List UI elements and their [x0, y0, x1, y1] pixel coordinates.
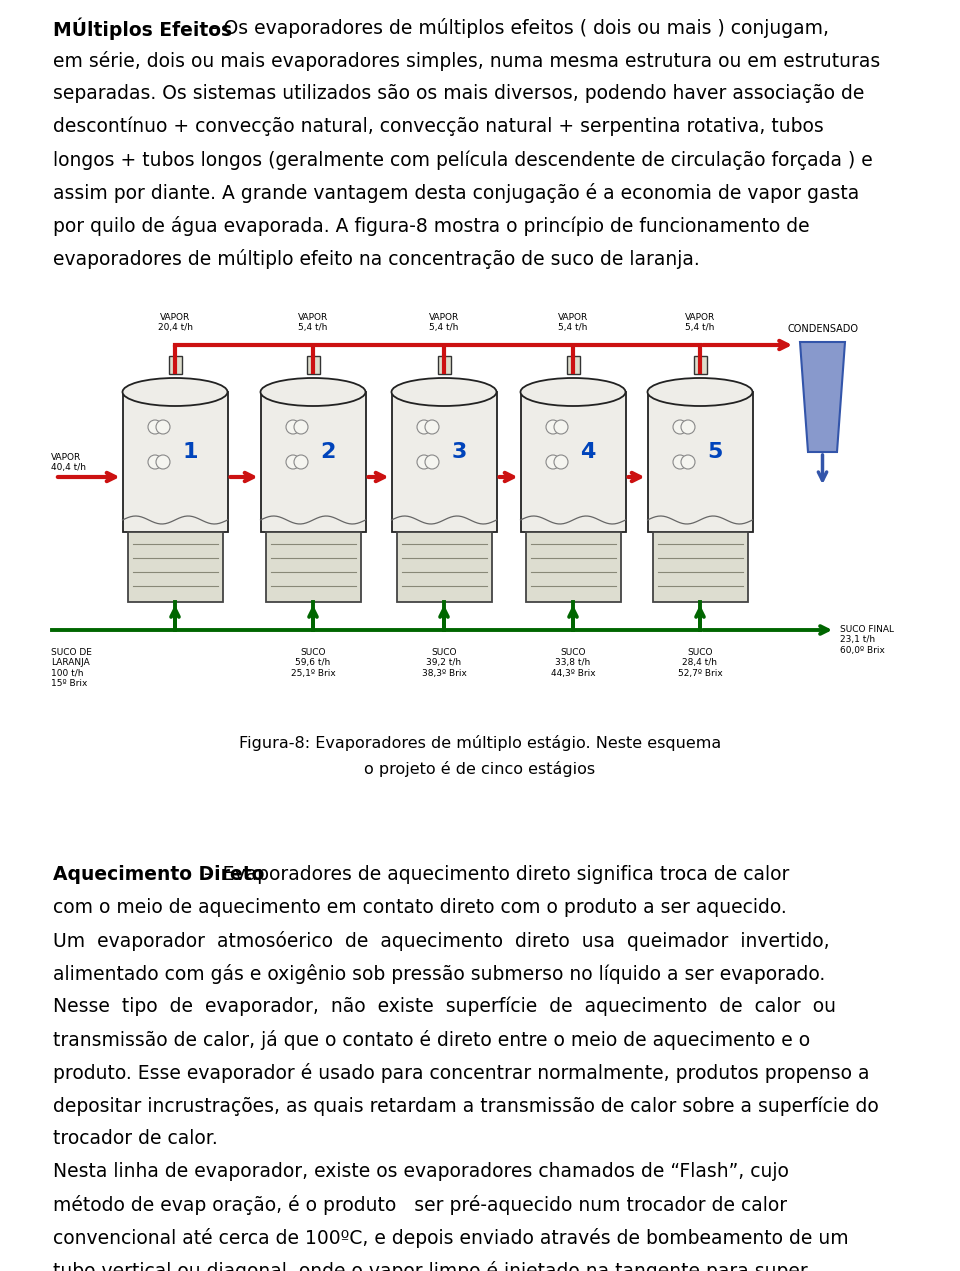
Bar: [566, 356, 580, 374]
Text: VAPOR
5,4 t/h: VAPOR 5,4 t/h: [684, 313, 715, 332]
Circle shape: [546, 455, 560, 469]
Text: 2: 2: [321, 442, 336, 461]
Circle shape: [417, 455, 431, 469]
Text: SUCO
59,6 t/h
25,1º Brix: SUCO 59,6 t/h 25,1º Brix: [291, 648, 335, 677]
Text: o projeto é de cinco estágios: o projeto é de cinco estágios: [365, 761, 595, 777]
Text: por quilo de água evaporada. A figura-8 mostra o princípio de funcionamento de: por quilo de água evaporada. A figura-8 …: [53, 216, 809, 236]
Ellipse shape: [123, 377, 228, 405]
Circle shape: [554, 419, 568, 433]
Text: -  Evaporadores de aquecimento direto significa troca de calor: - Evaporadores de aquecimento direto sig…: [198, 866, 789, 885]
Text: trocador de calor.: trocador de calor.: [53, 1129, 218, 1148]
Bar: [520, 391, 626, 533]
Text: SUCO
33,8 t/h
44,3º Brix: SUCO 33,8 t/h 44,3º Brix: [551, 648, 595, 677]
Text: Nesse  tipo  de  evaporador,  não  existe  superfície  de  aquecimento  de  calo: Nesse tipo de evaporador, não existe sup…: [53, 996, 836, 1017]
Text: produto. Esse evaporador é usado para concentrar normalmente, produtos propenso : produto. Esse evaporador é usado para co…: [53, 1063, 870, 1083]
Text: VAPOR
5,4 t/h: VAPOR 5,4 t/h: [298, 313, 328, 332]
Text: MÚltiplos Efeitos: MÚltiplos Efeitos: [53, 18, 232, 41]
Text: VAPOR
20,4 t/h: VAPOR 20,4 t/h: [157, 313, 193, 332]
Bar: [169, 356, 181, 374]
Text: depositar incrustrações, as quais retardam a transmissão de calor sobre a superf: depositar incrustrações, as quais retard…: [53, 1096, 878, 1116]
Text: VAPOR
5,4 t/h: VAPOR 5,4 t/h: [558, 313, 588, 332]
Text: 1: 1: [182, 442, 198, 461]
Text: CONDENSADO: CONDENSADO: [787, 324, 858, 334]
Ellipse shape: [520, 377, 626, 405]
Circle shape: [148, 455, 162, 469]
Text: 4: 4: [580, 442, 596, 461]
Circle shape: [156, 419, 170, 433]
Bar: [266, 533, 361, 602]
Text: em série, dois ou mais evaporadores simples, numa mesma estrutura ou em estrutur: em série, dois ou mais evaporadores simp…: [53, 51, 880, 71]
Circle shape: [425, 455, 439, 469]
Text: Aquecimento Direto: Aquecimento Direto: [53, 866, 264, 885]
Bar: [525, 533, 620, 602]
Text: Um  evaporador  atmosóerico  de  aquecimento  direto  usa  queimador  invertido,: Um evaporador atmosóerico de aquecimento…: [53, 930, 829, 951]
Text: método de evap oração, é o produto   ser pré-aquecido num trocador de calor: método de evap oração, é o produto ser p…: [53, 1195, 787, 1215]
Circle shape: [286, 419, 300, 433]
Ellipse shape: [647, 377, 753, 405]
Circle shape: [554, 455, 568, 469]
Bar: [392, 391, 496, 533]
Bar: [396, 533, 492, 602]
Text: evaporadores de múltiplo efeito na concentração de suco de laranja.: evaporadores de múltiplo efeito na conce…: [53, 249, 700, 269]
Circle shape: [673, 419, 687, 433]
Circle shape: [148, 419, 162, 433]
Text: com o meio de aquecimento em contato direto com o produto a ser aquecido.: com o meio de aquecimento em contato dir…: [53, 899, 787, 916]
Polygon shape: [800, 342, 845, 452]
Circle shape: [417, 419, 431, 433]
Ellipse shape: [392, 377, 496, 405]
Circle shape: [681, 455, 695, 469]
Text: SUCO
39,2 t/h
38,3º Brix: SUCO 39,2 t/h 38,3º Brix: [421, 648, 467, 677]
Circle shape: [156, 455, 170, 469]
Text: convencional até cerca de 100ºC, e depois enviado através de bombeamento de um: convencional até cerca de 100ºC, e depoi…: [53, 1228, 849, 1248]
Text: longos + tubos longos (geralmente com película descendente de circulação forçada: longos + tubos longos (geralmente com pe…: [53, 150, 873, 169]
Text: Figura-8: Evaporadores de múltiplo estágio. Neste esquema: Figura-8: Evaporadores de múltiplo estág…: [239, 735, 721, 751]
Text: 3: 3: [451, 442, 467, 461]
Text: transmissão de calor, já que o contato é direto entre o meio de aquecimento e o: transmissão de calor, já que o contato é…: [53, 1030, 810, 1050]
Text: SUCO FINAL
23,1 t/h
60,0º Brix: SUCO FINAL 23,1 t/h 60,0º Brix: [840, 625, 894, 655]
Text: VAPOR
5,4 t/h: VAPOR 5,4 t/h: [429, 313, 459, 332]
Bar: [128, 533, 223, 602]
Text: Nesta linha de evaporador, existe os evaporadores chamados de “Flash”, cujo: Nesta linha de evaporador, existe os eva…: [53, 1162, 789, 1181]
Circle shape: [294, 419, 308, 433]
Circle shape: [681, 419, 695, 433]
Ellipse shape: [260, 377, 366, 405]
Text: VAPOR
40,4 t/h: VAPOR 40,4 t/h: [51, 452, 86, 472]
Text: alimentado com gás e oxigênio sob pressão submerso no líquido a ser evaporado.: alimentado com gás e oxigênio sob pressã…: [53, 963, 826, 984]
Bar: [306, 356, 320, 374]
Text: SUCO
28,4 t/h
52,7º Brix: SUCO 28,4 t/h 52,7º Brix: [678, 648, 722, 677]
Text: tubo vertical ou diagonal, onde o vapor limpo é injetado na tangente para super: tubo vertical ou diagonal, onde o vapor …: [53, 1261, 807, 1271]
Bar: [260, 391, 366, 533]
Text: descontínuo + convecção natural, convecção natural + serpentina rotativa, tubos: descontínuo + convecção natural, convecç…: [53, 117, 824, 136]
Bar: [653, 533, 748, 602]
Circle shape: [673, 455, 687, 469]
Text: SUCO DE
LARANJA
100 t/h
15º Brix: SUCO DE LARANJA 100 t/h 15º Brix: [51, 648, 92, 688]
Bar: [693, 356, 707, 374]
Circle shape: [286, 455, 300, 469]
Bar: [647, 391, 753, 533]
Circle shape: [425, 419, 439, 433]
Circle shape: [294, 455, 308, 469]
Text: separadas. Os sistemas utilizados são os mais diversos, podendo haver associação: separadas. Os sistemas utilizados são os…: [53, 84, 864, 103]
Bar: [123, 391, 228, 533]
Text: assim por diante. A grande vantagem desta conjugação é a economia de vapor gasta: assim por diante. A grande vantagem dest…: [53, 183, 859, 203]
Bar: [438, 356, 450, 374]
Text: 5: 5: [708, 442, 723, 461]
Text: - Os evaporadores de múltiplos efeitos ( dois ou mais ) conjugam,: - Os evaporadores de múltiplos efeitos (…: [211, 18, 829, 38]
Circle shape: [546, 419, 560, 433]
